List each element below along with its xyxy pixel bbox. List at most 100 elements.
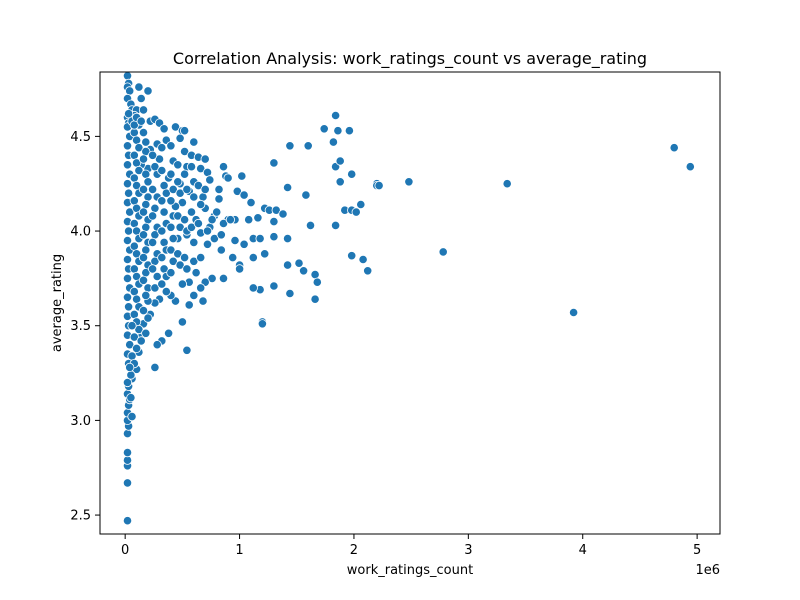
x-axis-ticks: 0 1 2 3 4 5 xyxy=(121,534,701,558)
data-point xyxy=(122,428,133,439)
data-point xyxy=(303,141,313,151)
data-point xyxy=(127,351,137,361)
data-point xyxy=(298,266,309,276)
data-point xyxy=(216,245,226,255)
data-point xyxy=(335,177,345,187)
data-point xyxy=(141,169,151,179)
data-point xyxy=(157,226,167,236)
data-point xyxy=(269,158,279,168)
data-point xyxy=(129,128,139,138)
data-point xyxy=(159,237,169,247)
data-point xyxy=(180,253,190,263)
data-point xyxy=(193,218,203,229)
data-point xyxy=(177,317,187,327)
data-point xyxy=(157,165,167,176)
data-point xyxy=(330,220,341,230)
data-point xyxy=(122,455,133,465)
data-point xyxy=(129,150,139,160)
data-point xyxy=(166,222,176,232)
data-point xyxy=(126,370,136,380)
data-point xyxy=(152,271,162,282)
data-point xyxy=(136,93,146,104)
data-point xyxy=(356,199,366,210)
data-point xyxy=(124,109,134,119)
data-point xyxy=(159,181,169,191)
x-axis-offset-label: 1e6 xyxy=(695,563,720,578)
data-point xyxy=(168,234,178,244)
data-point xyxy=(127,321,137,331)
data-point xyxy=(122,273,133,283)
y-axis-label: average_rating xyxy=(50,254,65,352)
y-tick-label: 4.5 xyxy=(70,130,91,145)
data-point xyxy=(141,245,151,255)
data-point xyxy=(180,146,190,157)
data-point xyxy=(175,260,185,270)
data-point xyxy=(134,143,144,153)
data-point xyxy=(177,279,187,289)
data-point xyxy=(189,192,199,202)
data-point xyxy=(141,199,151,210)
data-point xyxy=(129,264,139,274)
data-point xyxy=(294,258,304,268)
x-tick-label: 1 xyxy=(235,543,243,558)
data-point xyxy=(202,167,213,177)
data-point xyxy=(157,196,167,206)
y-tick-label: 3.5 xyxy=(70,319,91,334)
data-point xyxy=(126,393,136,403)
data-point xyxy=(122,377,133,388)
y-tick-label: 2.5 xyxy=(70,509,91,524)
data-point xyxy=(198,192,208,202)
data-point xyxy=(173,160,183,170)
data-point xyxy=(253,213,263,223)
data-point xyxy=(305,220,316,230)
data-point xyxy=(200,184,210,194)
x-tick-label: 2 xyxy=(350,543,358,558)
data-point xyxy=(143,86,153,96)
data-point xyxy=(312,277,322,287)
data-point xyxy=(148,150,158,160)
data-point xyxy=(161,188,171,198)
data-point xyxy=(148,237,158,247)
data-point xyxy=(235,264,245,274)
data-point xyxy=(198,296,208,306)
data-point xyxy=(175,133,185,143)
data-point xyxy=(157,143,167,153)
data-point xyxy=(138,128,149,138)
data-point xyxy=(196,164,206,174)
data-point xyxy=(310,294,320,304)
data-point xyxy=(246,198,256,208)
chart-title: Correlation Analysis: work_ratings_count… xyxy=(173,49,647,69)
data-point xyxy=(122,141,133,151)
data-point xyxy=(166,196,176,206)
data-point xyxy=(138,253,149,263)
data-point xyxy=(125,207,135,217)
y-tick-label: 4.0 xyxy=(70,225,91,240)
data-point xyxy=(125,86,135,96)
data-point xyxy=(182,345,192,355)
data-point xyxy=(205,175,215,185)
data-point xyxy=(159,124,169,134)
data-point xyxy=(136,336,146,346)
data-point xyxy=(282,182,293,193)
data-point xyxy=(328,137,338,147)
data-point xyxy=(150,283,160,293)
data-point xyxy=(269,281,279,291)
data-point xyxy=(186,207,197,217)
data-point xyxy=(122,71,133,81)
data-point xyxy=(282,234,293,244)
data-point xyxy=(166,141,176,151)
data-point xyxy=(335,156,345,166)
data-point xyxy=(129,309,139,319)
data-point xyxy=(180,126,190,136)
data-point xyxy=(189,137,199,147)
data-point xyxy=(143,177,153,187)
data-point xyxy=(196,283,206,293)
data-point xyxy=(177,198,187,208)
data-point xyxy=(154,154,165,164)
data-point xyxy=(200,154,210,164)
data-point xyxy=(141,328,151,338)
data-point xyxy=(193,181,203,191)
data-point xyxy=(164,328,174,338)
data-point xyxy=(202,226,213,236)
